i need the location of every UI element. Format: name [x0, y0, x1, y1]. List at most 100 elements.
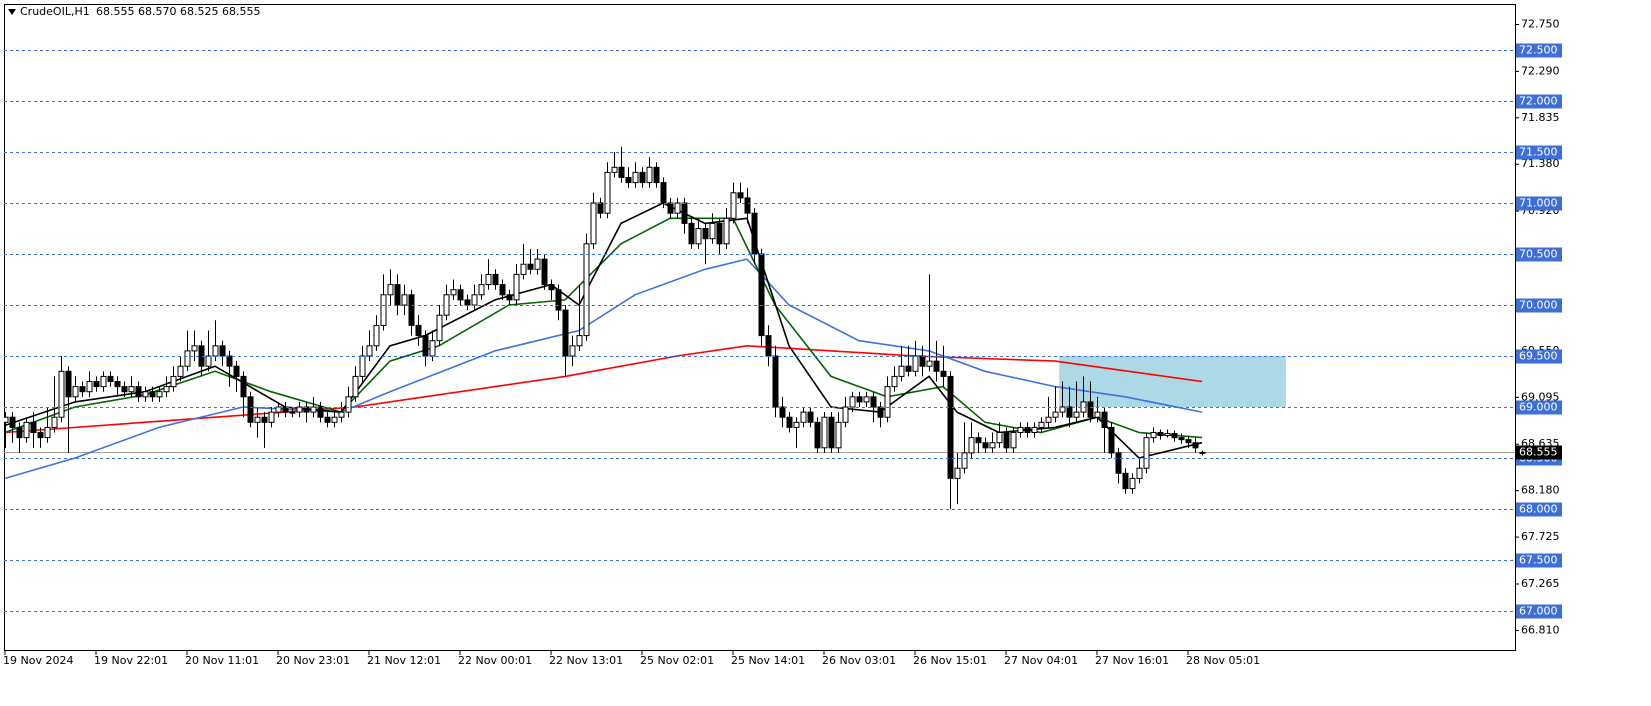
- candle-body: [1073, 411, 1080, 418]
- level-label: 69.000: [1519, 401, 1558, 414]
- candle-body: [611, 166, 618, 173]
- candle-body: [436, 314, 443, 342]
- candle-body: [541, 258, 548, 286]
- candle-body: [919, 355, 926, 367]
- candle-body: [457, 289, 464, 301]
- candle-body: [1115, 452, 1122, 474]
- candle-body: [1136, 467, 1143, 479]
- candle-body: [989, 442, 996, 449]
- candle-body: [548, 284, 555, 291]
- candle-body: [975, 437, 982, 444]
- candle-body: [898, 365, 905, 377]
- candle-body: [730, 192, 737, 219]
- candle-body: [149, 391, 156, 398]
- candle-body: [695, 228, 702, 245]
- x-tick-label: 20 Nov 11:01: [185, 654, 259, 667]
- candle-body: [275, 406, 282, 413]
- candle-body: [23, 421, 30, 439]
- candle-body: [247, 396, 254, 423]
- candle-body: [331, 416, 338, 423]
- candle-body: [793, 421, 800, 428]
- candle-body: [870, 396, 877, 408]
- candle-body: [86, 381, 93, 393]
- candle-body: [751, 212, 758, 255]
- y-tick-label: 69.095: [1521, 390, 1560, 403]
- level-label-bg: [1516, 94, 1562, 109]
- candle-body: [583, 243, 590, 337]
- candle-body: [394, 284, 401, 306]
- candle-body: [639, 171, 646, 184]
- candle-body: [681, 202, 688, 224]
- candle-body: [212, 345, 219, 357]
- candle-body: [576, 335, 583, 347]
- level-label-bg: [1516, 196, 1562, 211]
- candle-body: [835, 421, 842, 449]
- candle-body: [534, 258, 541, 270]
- candle-body: [527, 263, 534, 270]
- candle-body: [1108, 426, 1115, 454]
- level-label-bg: [1516, 247, 1562, 262]
- candle-body: [240, 375, 247, 398]
- candle-body: [765, 335, 772, 357]
- candle-body: [632, 171, 639, 184]
- candle-body: [1101, 411, 1108, 428]
- candle-body: [758, 253, 765, 337]
- candle-body: [828, 416, 835, 449]
- candle-body: [37, 432, 44, 439]
- x-tick-label: 25 Nov 02:01: [640, 654, 714, 667]
- candle-body: [170, 375, 177, 388]
- candle-body: [947, 375, 954, 479]
- candle-body: [814, 421, 821, 449]
- candle-body: [667, 202, 674, 214]
- level-label-bg: [1516, 43, 1562, 58]
- candle-body: [744, 197, 751, 214]
- candle-body: [289, 411, 296, 414]
- candle-body: [1003, 432, 1010, 449]
- candle-body: [317, 406, 324, 418]
- candle-body: [1143, 437, 1150, 469]
- candle-body: [1094, 411, 1101, 418]
- candle-body: [366, 345, 373, 357]
- candle-body: [177, 365, 184, 377]
- candle-body: [93, 381, 100, 388]
- symbol: CrudeOIL,H1: [20, 5, 90, 18]
- x-tick-label: 26 Nov 03:01: [822, 654, 896, 667]
- candle-body: [842, 406, 849, 423]
- candle-body: [79, 386, 86, 393]
- candle-body: [1178, 437, 1185, 441]
- level-label-bg: [1516, 400, 1562, 415]
- candle-body: [65, 370, 72, 398]
- candle-body: [597, 202, 604, 214]
- candle-body: [324, 416, 331, 423]
- plot: [4, 146, 1515, 510]
- candle-body: [877, 406, 884, 418]
- level-label: 68.000: [1519, 503, 1558, 516]
- candle-body: [1031, 426, 1038, 434]
- candle-body: [219, 345, 226, 357]
- level-label-bg: [1516, 298, 1562, 313]
- candle-body: [408, 294, 415, 326]
- candle-body: [590, 202, 597, 245]
- candle-body: [1150, 432, 1157, 439]
- candle-body: [709, 222, 716, 240]
- menu-triangle[interactable]: [8, 9, 16, 15]
- candle-body: [1129, 477, 1136, 490]
- candle-body: [471, 294, 478, 306]
- candle-body: [821, 416, 828, 449]
- moving-average: [4, 258, 1203, 480]
- level-label: 71.000: [1519, 197, 1558, 210]
- candle-body: [905, 365, 912, 372]
- candle-body: [520, 263, 527, 275]
- candle-body: [233, 365, 240, 377]
- candle-body: [485, 273, 492, 286]
- x-tick-label: 19 Nov 22:01: [94, 654, 168, 667]
- candle-body: [555, 289, 562, 311]
- candle-body: [702, 228, 709, 240]
- candle-body: [352, 375, 359, 398]
- candle-body: [786, 416, 793, 428]
- candle-body: [884, 386, 891, 418]
- candle-body: [373, 324, 380, 347]
- candle-body: [653, 166, 660, 184]
